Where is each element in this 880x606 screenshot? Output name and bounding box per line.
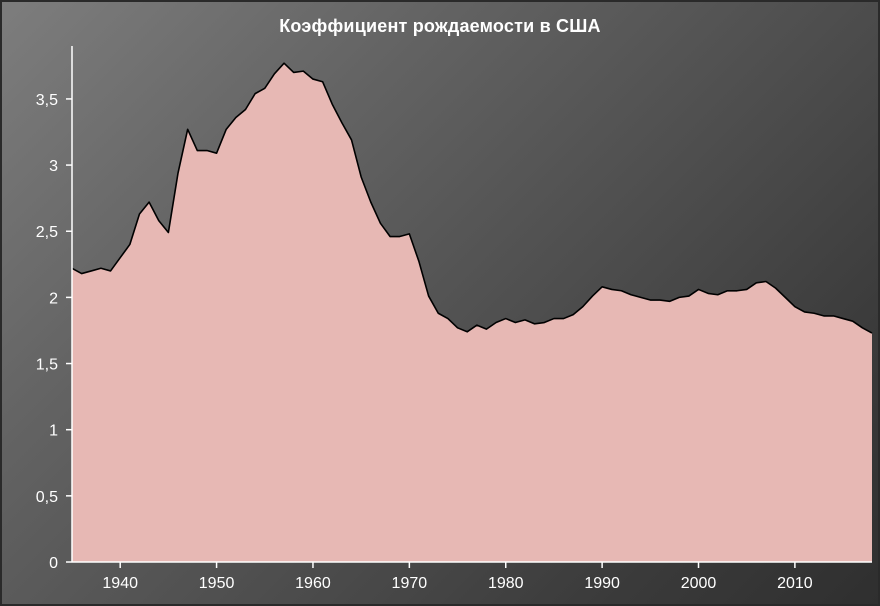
x-tick-label: 1990 [584, 575, 620, 592]
y-tick-label: 2 [49, 290, 58, 307]
x-tick-label: 1980 [488, 575, 524, 592]
chart-frame: Коэффициент рождаемости в США 1940195019… [0, 0, 880, 606]
y-tick-label: 3,5 [36, 92, 58, 109]
x-tick-label: 2010 [777, 575, 813, 592]
x-tick-label: 1940 [102, 575, 138, 592]
x-tick-label: 1950 [199, 575, 235, 592]
y-tick-label: 1 [49, 423, 58, 440]
y-tick-label: 2,5 [36, 224, 58, 241]
y-tick-label: 0,5 [36, 489, 58, 506]
x-tick-label: 2000 [681, 575, 717, 592]
x-tick-label: 1960 [295, 575, 331, 592]
chart-plot: 1940 1950 1960 1970 1980 1990 2000 2010 0 0,5 1 1,5… [2, 2, 880, 606]
y-tick-label: 0 [49, 555, 58, 572]
x-tick-label: 1970 [392, 575, 428, 592]
y-tick-label: 3 [49, 158, 58, 175]
y-tick-label: 1,5 [36, 357, 58, 374]
